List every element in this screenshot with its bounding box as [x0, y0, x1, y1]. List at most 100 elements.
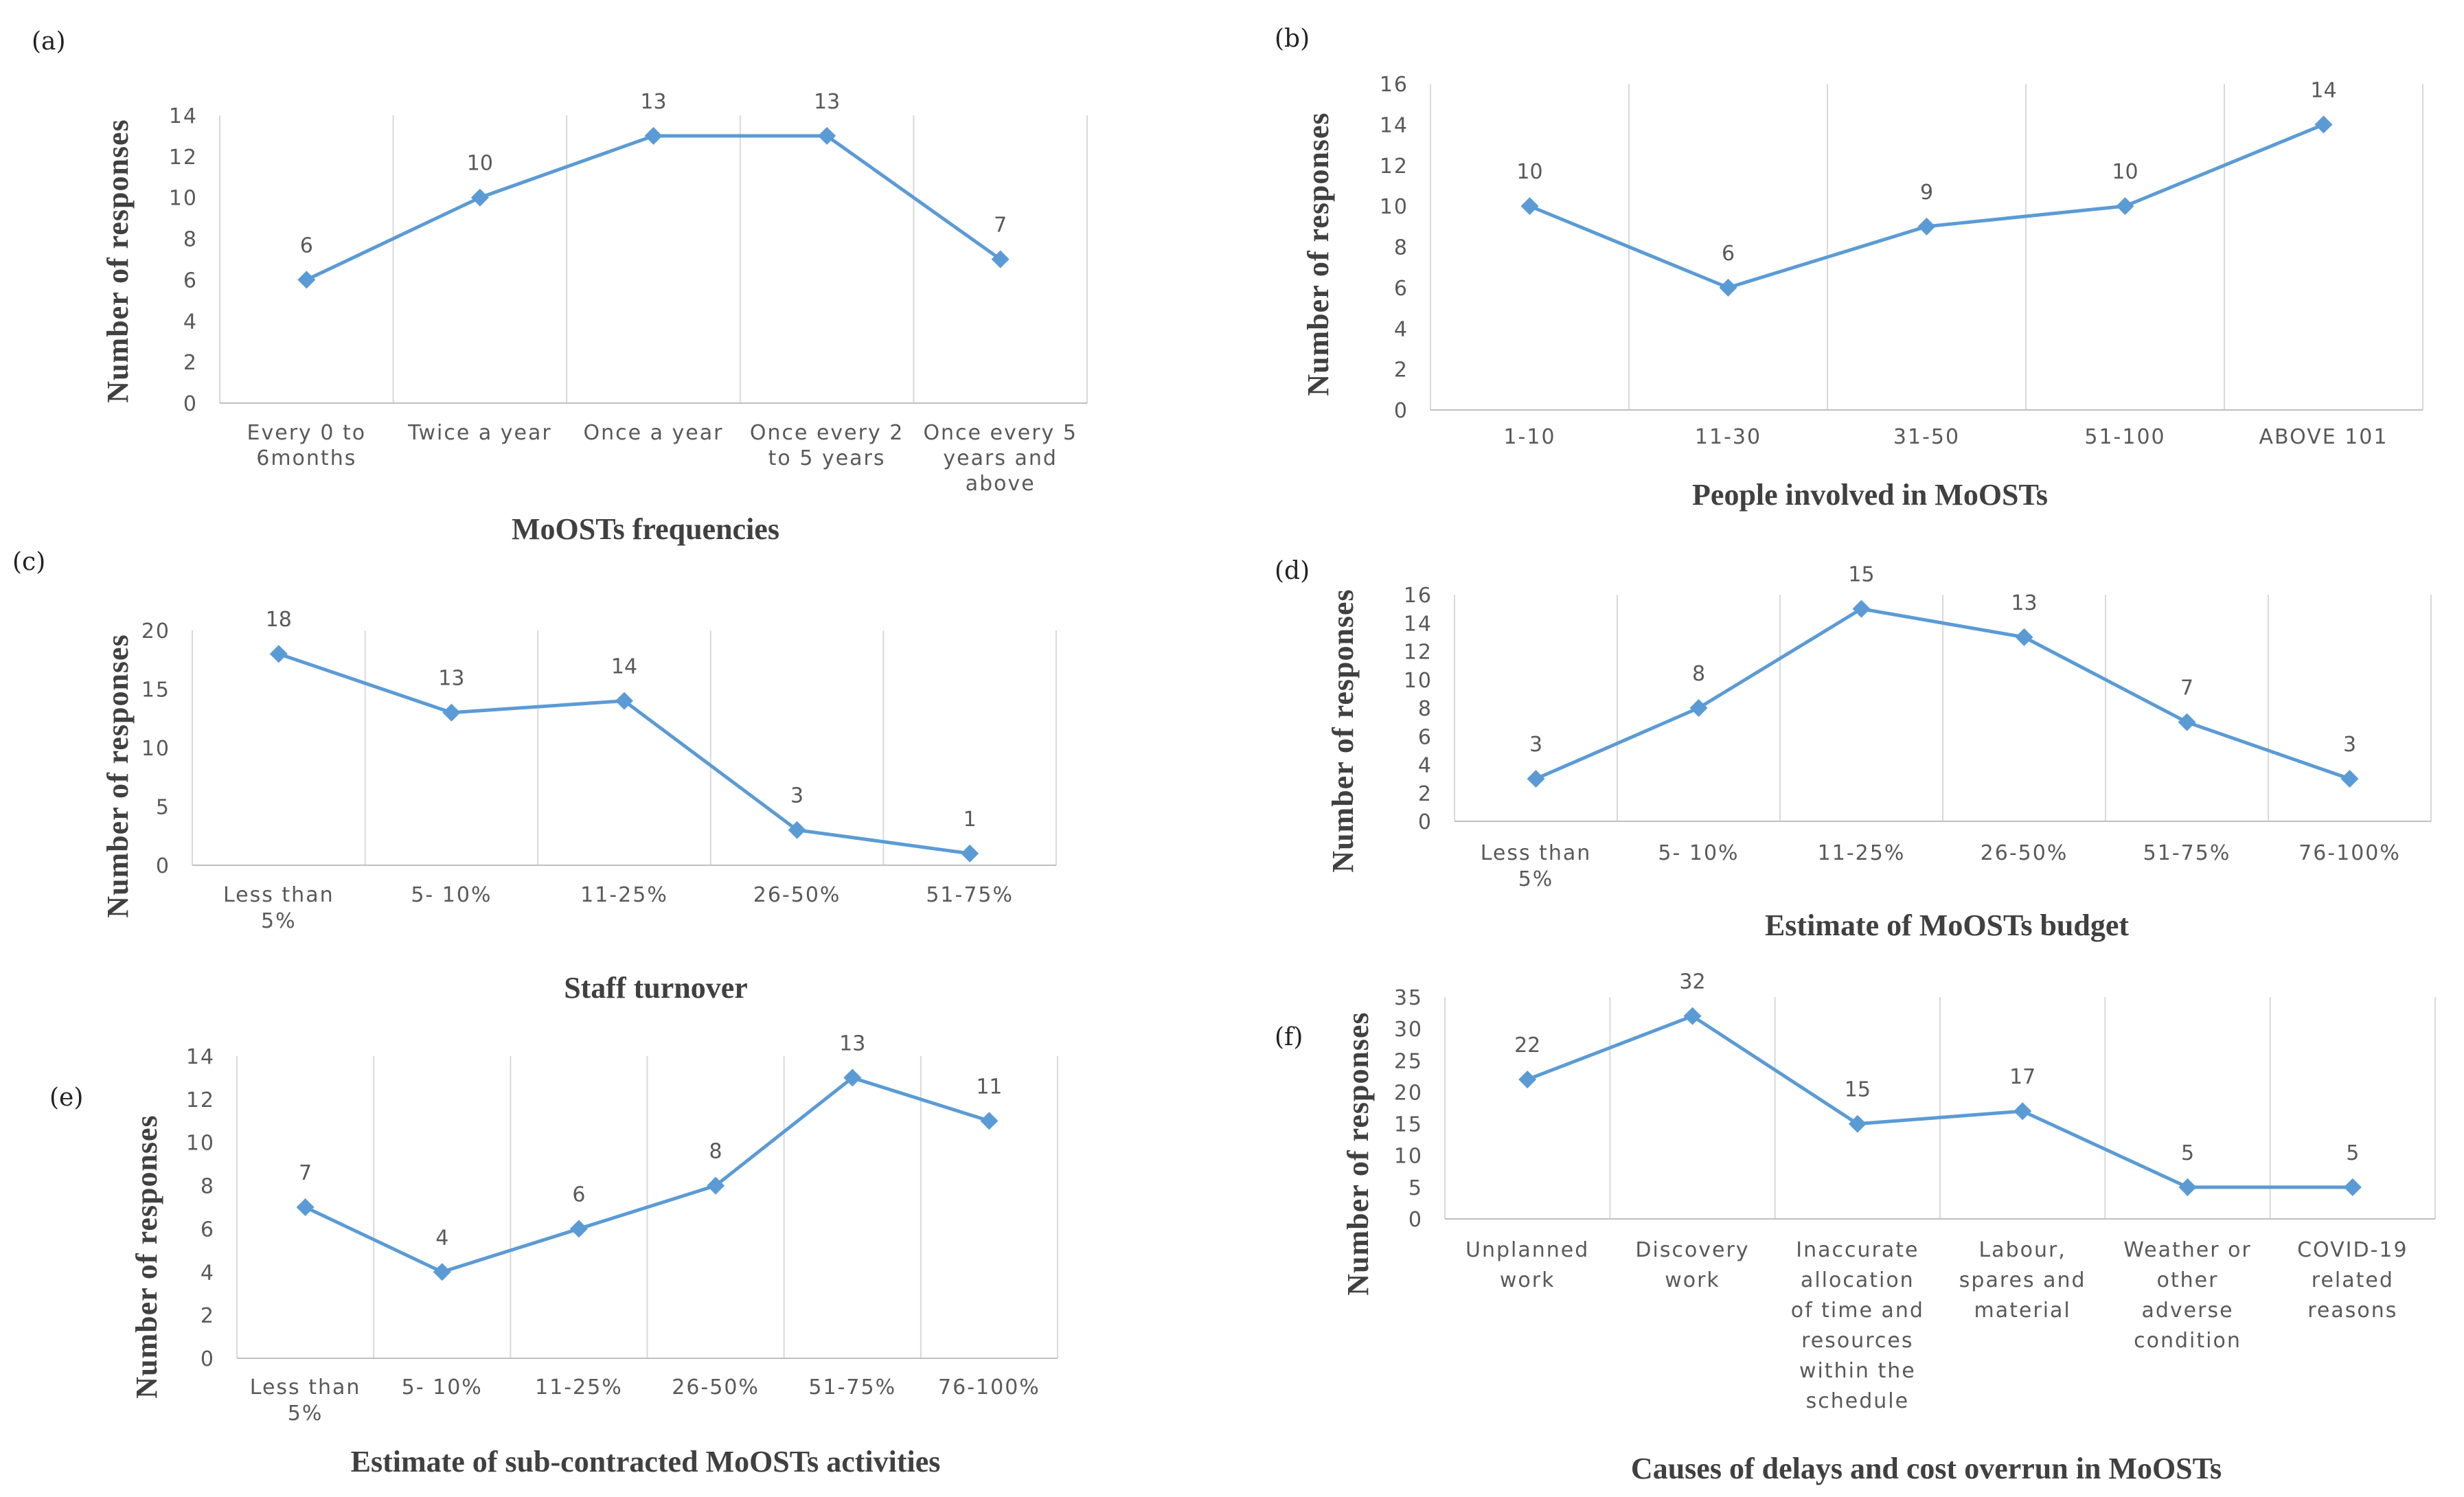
chart-panel-a: (a) 0 2 4 6 8 10 12 14 Every 0 to 6months Twice a y…: [32, 27, 1088, 546]
data-label: 7: [2180, 676, 2193, 700]
y-tick-label: 2: [1418, 782, 1433, 806]
y-axis-title: Number of responses: [130, 1115, 163, 1398]
x-tick-label-line: 51-100: [2084, 425, 2165, 449]
x-tick-label: 5- 10%: [402, 1375, 483, 1399]
y-tick-label: 10: [141, 737, 170, 761]
data-point-marker: [2116, 197, 2134, 216]
data-point-marker: [1848, 1115, 1867, 1133]
x-tick-label: Inaccurate allocation of time and resources…: [1791, 1238, 1924, 1413]
data-label: 6: [572, 1182, 585, 1207]
data-point-marker: [2178, 1178, 2197, 1196]
x-tick-label: COVID-19 related reasons: [2297, 1238, 2408, 1323]
data-point-marker: [433, 1263, 451, 1281]
x-tick-label: Twice a year: [407, 421, 552, 445]
y-tick-label: 4: [183, 310, 198, 334]
y-tick-label: 16: [1380, 73, 1408, 97]
data-point-marker: [269, 645, 288, 663]
x-tick-label-line: 1-10: [1503, 425, 1555, 449]
x-tick-label: Less than 5%: [1481, 841, 1592, 891]
x-axis-title: Estimate of MoOSTs budget: [1765, 909, 2129, 942]
data-point-marker: [569, 1220, 588, 1238]
data-point-marker: [470, 188, 489, 207]
data-point-marker: [2340, 770, 2359, 788]
data-label: 13: [839, 1031, 865, 1055]
x-tick-label-line: allocation: [1801, 1268, 1915, 1292]
x-tick-label: Less than 5%: [223, 883, 334, 933]
y-tick-label: 10: [1380, 195, 1408, 219]
x-tick-label-line: above: [966, 472, 1036, 496]
data-label: 8: [1692, 662, 1705, 686]
y-tick-label: 10: [169, 187, 198, 211]
y-tick-label: 12: [186, 1088, 215, 1112]
x-tick-label: 51-75%: [2143, 841, 2231, 865]
y-tick-label: 15: [141, 678, 170, 702]
data-label: 6: [300, 233, 313, 258]
x-tick-label-line: Unplanned: [1465, 1238, 1589, 1262]
x-tick-label-line: Weather or: [2123, 1238, 2252, 1262]
x-tick-label-line: Once every 2: [750, 421, 904, 445]
data-label: 10: [2112, 160, 2138, 184]
x-tick-label-line: spares and: [1959, 1268, 2086, 1292]
x-tick-label: 26-50%: [1981, 841, 2068, 865]
x-tick-label-line: Labour,: [1978, 1238, 2066, 1262]
x-tick-label: Labour, spares and material: [1959, 1238, 2086, 1323]
series-line: [277, 652, 970, 856]
x-tick-label: 1-10: [1503, 425, 1555, 449]
panel-label: (a): [32, 27, 66, 56]
data-point-marker: [1719, 278, 1737, 297]
panel-label: (d): [1275, 557, 1310, 585]
data-label: 1: [963, 808, 977, 832]
data-point-marker: [2178, 713, 2196, 731]
y-tick-label: 35: [1394, 986, 1423, 1010]
x-tick-label-line: 6months: [256, 446, 356, 470]
data-label: 17: [2009, 1065, 2035, 1089]
y-tick-label: 4: [1418, 754, 1433, 778]
y-tick-label: 5: [1408, 1176, 1423, 1200]
x-tick-label: 11-25%: [580, 883, 668, 907]
x-tick-label-line: 26-50%: [672, 1375, 760, 1399]
x-tick-label-line: to 5 years: [768, 446, 886, 470]
y-tick-label: 6: [1418, 725, 1433, 749]
y-tick-label: 12: [1404, 641, 1433, 665]
data-point-marker: [615, 692, 633, 710]
x-tick-label-line: 76-100%: [938, 1375, 1040, 1399]
x-tick-label: Once every 5 years and above: [923, 421, 1077, 496]
x-tick-label: 11-25%: [535, 1375, 623, 1399]
x-tick-label: 51-75%: [808, 1375, 896, 1399]
data-label: 32: [1679, 970, 1705, 994]
x-tick-label: 26-50%: [753, 883, 841, 907]
y-tick-label: 6: [1394, 277, 1408, 301]
data-point-marker: [1518, 1070, 1537, 1088]
data-label: 13: [640, 90, 666, 114]
x-tick-label-line: 51-75%: [926, 883, 1014, 907]
data-label: 13: [814, 90, 840, 114]
data-point-marker: [1852, 599, 1871, 618]
y-tick-label: 10: [1404, 669, 1433, 693]
x-tick-label-line: 26-50%: [753, 883, 841, 907]
data-point-marker: [442, 703, 461, 722]
x-tick-label: 76-100%: [938, 1375, 1040, 1399]
x-tick-label-line: related: [2312, 1268, 2394, 1292]
data-label: 14: [611, 655, 637, 679]
y-tick-label: 10: [1394, 1145, 1423, 1169]
data-label: 7: [299, 1161, 312, 1185]
chart-panel-f: (f) 0 5 10 15 20 25 30 35 Unplanned work Discovery w…: [1275, 970, 2436, 1485]
x-tick-label: 76-100%: [2298, 841, 2401, 865]
data-point-marker: [644, 126, 663, 145]
x-tick-label: 26-50%: [672, 1375, 760, 1399]
y-tick-label: 20: [141, 619, 170, 643]
y-tick-label: 2: [1394, 358, 1408, 382]
x-tick-label-line: 5%: [261, 909, 297, 933]
data-point-marker: [707, 1176, 725, 1195]
data-point-marker: [1917, 217, 1936, 236]
y-tick-label: 12: [169, 146, 198, 170]
x-tick-label: 5- 10%: [1658, 841, 1739, 865]
y-tick-label: 4: [1394, 317, 1408, 341]
x-tick-label-line: 5- 10%: [1658, 841, 1739, 865]
y-tick-label: 5: [156, 796, 170, 820]
series-line: [304, 1075, 990, 1274]
x-tick-label-line: 11-25%: [535, 1375, 623, 1399]
x-tick-label-line: 26-50%: [1981, 841, 2068, 865]
x-tick-label-line: 5- 10%: [402, 1375, 483, 1399]
x-tick-label: Unplanned work: [1465, 1238, 1589, 1292]
